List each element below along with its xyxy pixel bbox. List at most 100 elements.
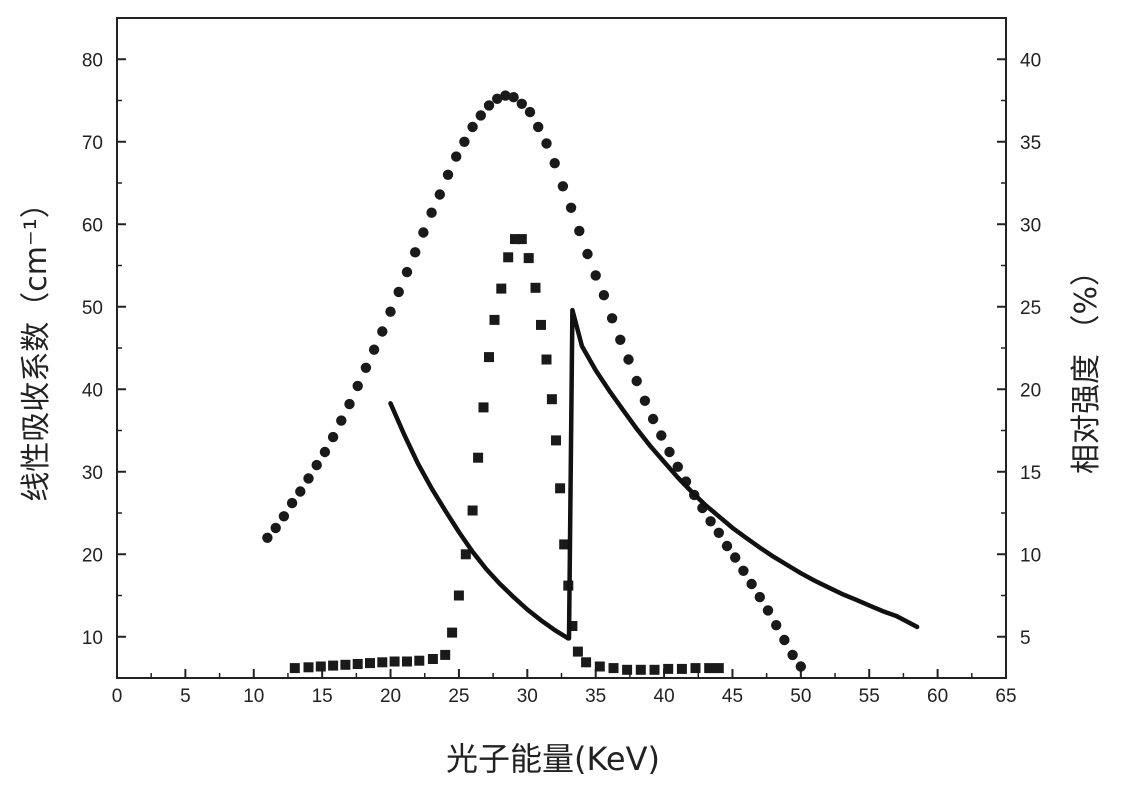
circle-point	[328, 432, 338, 442]
circle-point	[779, 635, 789, 645]
circle-point	[377, 326, 387, 336]
square-point	[353, 659, 363, 669]
x-tick-label: 45	[722, 686, 743, 707]
circle-point	[664, 447, 674, 457]
circle-point	[467, 122, 477, 132]
square-point	[328, 661, 338, 671]
y-right-tick-label: 25	[1020, 298, 1041, 319]
square-point	[365, 658, 375, 668]
circle-point	[435, 189, 445, 199]
circle-point	[451, 151, 461, 161]
circle-point	[320, 447, 330, 457]
circle-point	[279, 511, 289, 521]
circle-point	[533, 122, 543, 132]
square-point	[517, 234, 527, 244]
circle-point	[738, 566, 748, 576]
circle-point	[303, 473, 313, 483]
circle-point	[385, 307, 395, 317]
circle-point	[484, 100, 494, 110]
circle-point	[730, 552, 740, 562]
y-left-tick-label: 80	[82, 50, 103, 71]
square-point	[524, 253, 534, 263]
circle-point	[410, 247, 420, 257]
square-point	[663, 664, 673, 674]
square-point	[531, 283, 541, 293]
circle-point	[287, 498, 297, 508]
square-point	[340, 660, 350, 670]
circle-point	[623, 354, 633, 364]
square-point	[428, 654, 438, 664]
circle-point	[262, 533, 272, 543]
circle-point	[476, 110, 486, 120]
y-axis-title-left: 线性吸收系数（cm⁻¹）	[19, 188, 54, 502]
circle-point	[582, 249, 592, 259]
ticks-layer: 0510152025303540455055606510203040506070…	[82, 50, 1041, 707]
x-tick-label: 60	[927, 686, 948, 707]
y-left-tick-label: 60	[82, 215, 103, 236]
square-point	[581, 657, 591, 667]
circle-point	[607, 313, 617, 323]
square-point	[402, 657, 412, 667]
x-tick-label: 50	[790, 686, 811, 707]
y-right-tick-label: 10	[1020, 545, 1041, 566]
circle-point	[640, 396, 650, 406]
square-point	[447, 628, 457, 638]
circle-point	[443, 170, 453, 180]
square-point	[691, 663, 701, 673]
circle-point	[574, 226, 584, 236]
square-point	[304, 662, 314, 672]
x-tick-label: 0	[112, 686, 123, 707]
square-point	[479, 402, 489, 412]
circle-point	[418, 227, 428, 237]
circle-point	[271, 523, 281, 533]
circle-point	[763, 605, 773, 615]
x-tick-label: 10	[243, 686, 264, 707]
square-point	[704, 663, 714, 673]
square-point	[650, 665, 660, 675]
x-tick-label: 25	[448, 686, 469, 707]
y-right-tick-label: 35	[1020, 133, 1041, 154]
circle-point	[566, 203, 576, 213]
square-point	[555, 483, 565, 493]
square-point	[542, 355, 552, 365]
y-right-tick-label: 40	[1020, 50, 1041, 71]
y-left-tick-label: 10	[82, 628, 103, 649]
square-point	[536, 320, 546, 330]
square-point	[316, 662, 326, 672]
circle-point	[632, 376, 642, 386]
square-point	[377, 657, 387, 667]
circle-point	[558, 181, 568, 191]
y-right-tick-label: 5	[1020, 628, 1031, 649]
circle-point	[705, 516, 715, 526]
square-point	[468, 506, 478, 516]
square-point	[551, 435, 561, 445]
circle-point	[361, 363, 371, 373]
x-axis-title: 光子能量(KeV)	[446, 740, 660, 778]
x-tick-label: 65	[995, 686, 1016, 707]
x-tick-label: 5	[180, 686, 191, 707]
y-right-tick-label: 20	[1020, 380, 1041, 401]
circle-point	[402, 267, 412, 277]
square-point	[414, 656, 424, 666]
square-point	[595, 662, 605, 672]
circle-point	[771, 620, 781, 630]
y-axis-title-right: 相对强度 （%）	[1069, 256, 1104, 474]
x-tick-label: 30	[517, 686, 538, 707]
circle-point	[312, 460, 322, 470]
circle-point	[394, 287, 404, 297]
square-point	[547, 394, 557, 404]
x-tick-label: 40	[654, 686, 675, 707]
circle-point	[648, 414, 658, 424]
circle-point	[336, 415, 346, 425]
x-tick-label: 20	[380, 686, 401, 707]
circle-point	[787, 650, 797, 660]
y-right-tick-label: 15	[1020, 463, 1041, 484]
square-point	[440, 650, 450, 660]
series-layer	[262, 90, 917, 674]
circle-point	[755, 592, 765, 602]
circle-point	[295, 486, 305, 496]
circle-point	[796, 661, 806, 671]
circle-point	[714, 528, 724, 538]
series-line	[391, 310, 918, 638]
